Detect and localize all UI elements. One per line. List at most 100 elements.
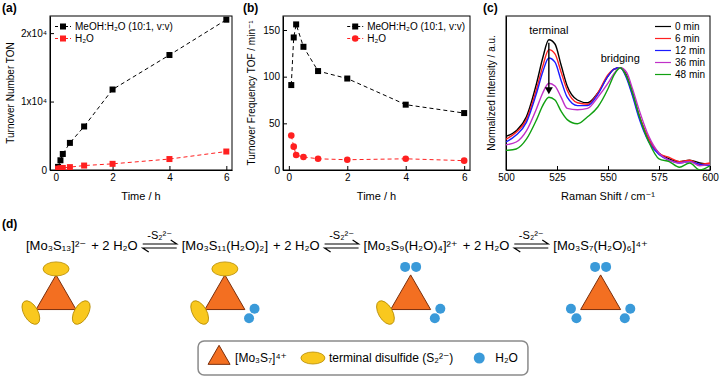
- tick-label: 600: [702, 172, 719, 183]
- x-axis-title: Time / h: [357, 190, 396, 202]
- tick-mark: [289, 166, 290, 170]
- tick-label: 0: [53, 172, 59, 183]
- tick: 0: [274, 165, 287, 176]
- tick-mark: [50, 102, 54, 103]
- legend-water-icon: [474, 353, 485, 364]
- cluster-icon: [566, 262, 635, 323]
- tick-mark: [710, 166, 711, 170]
- tick-label: 4: [403, 172, 409, 183]
- axis-line: [284, 170, 471, 171]
- data-point: [461, 110, 467, 116]
- tick: 4: [167, 166, 173, 183]
- species: [Mo₃S₇(H₂O)₆]⁴⁺: [553, 238, 648, 253]
- terminal-disulfide: [69, 298, 94, 328]
- cluster-icon: [18, 262, 94, 327]
- panel-label: (c): [483, 1, 498, 15]
- data-point: [290, 143, 297, 150]
- y-axis-title: Turnover Frequency TOF / min⁻¹: [246, 20, 257, 166]
- equilibrium-arrow: -S₂²⁻: [514, 229, 548, 252]
- legend-item: 0 min: [655, 21, 699, 32]
- data-point: [60, 165, 66, 170]
- legend-swatch: [655, 62, 671, 63]
- cluster-icon: [373, 262, 445, 327]
- series-line: [506, 58, 710, 166]
- panel-label: (d): [2, 217, 17, 231]
- figure: 024601x10⁴2x10⁴(a)Time / hTurnover Numbe…: [0, 0, 727, 383]
- y-axis-title: Normalized Intensity / a.u.: [486, 35, 497, 151]
- plot-frame: [506, 16, 710, 170]
- reagent: + 2 H₂O: [91, 238, 138, 253]
- data-point: [461, 157, 468, 164]
- tick-mark: [347, 166, 348, 170]
- arrow-label: -S₂²⁻: [329, 229, 354, 241]
- tick-label: 4: [167, 172, 173, 183]
- x-axis-title: Raman Shift / cm⁻¹: [561, 190, 655, 202]
- annotation-arrowhead: [545, 87, 553, 94]
- tick-label: 6: [462, 172, 468, 183]
- tick: 150: [263, 25, 287, 36]
- tick: 1x10⁴: [21, 96, 54, 107]
- x-axis-title: Time / h: [121, 190, 160, 202]
- legend-label: 12 min: [675, 45, 705, 56]
- annotation-arrow: [548, 43, 549, 89]
- legend-label: 36 min: [675, 57, 705, 68]
- tick-label: 1x10⁴: [21, 96, 47, 107]
- chart-panel: 0246050100150(b)Time / hTurnover Frequen…: [243, 1, 471, 202]
- axis: 0 2 4 6: [51, 166, 233, 183]
- data-point: [110, 161, 116, 167]
- tick-label: 500: [498, 172, 515, 183]
- data-point: [344, 156, 351, 163]
- equilibrium-arrow: -S₂²⁻: [143, 229, 177, 252]
- data-point: [293, 21, 299, 27]
- axis-line: [50, 17, 51, 171]
- tick: 2: [110, 166, 116, 183]
- water-ligand: [590, 262, 600, 272]
- data-point: [291, 34, 297, 40]
- cluster-core: [208, 345, 230, 364]
- data-point: [223, 17, 229, 23]
- legend-marker: [352, 24, 358, 30]
- tick-mark: [283, 30, 287, 31]
- series-line: [506, 68, 710, 170]
- data-point: [402, 156, 409, 163]
- scheme-legend: [Mo₃S₇]⁴⁺terminal disulfide (S₂²⁻)H₂O: [198, 341, 528, 375]
- data-point: [166, 156, 172, 162]
- legend-disulfide-icon: [301, 352, 325, 364]
- data-point: [67, 140, 73, 146]
- water-ligand: [430, 313, 440, 323]
- legend-label: 6 min: [675, 33, 699, 44]
- chart-panel: 024601x10⁴2x10⁴(a)Time / hTurnover Numbe…: [2, 1, 233, 202]
- axis: 500525550575600: [498, 166, 719, 183]
- data-point: [344, 76, 350, 82]
- axis: 01x10⁴2x10⁴: [21, 17, 54, 176]
- terminal-disulfide: [187, 298, 212, 328]
- cluster-core: [205, 275, 245, 310]
- tick-mark: [50, 170, 54, 171]
- tick-label: 0: [274, 165, 280, 176]
- tick-mark: [557, 166, 558, 170]
- legend-label: H₂O: [495, 351, 518, 365]
- plot-data: [55, 17, 229, 170]
- data-point: [166, 52, 172, 58]
- legend-label: terminal disulfide (S₂²⁻): [329, 351, 453, 365]
- legend-swatch: [655, 50, 671, 51]
- series-line: [506, 40, 710, 165]
- data-point: [293, 152, 300, 159]
- tick-mark: [283, 123, 287, 124]
- water-ligand: [411, 262, 421, 272]
- reagent: + 2 H₂O: [463, 238, 510, 253]
- cluster-icon: [187, 262, 259, 327]
- tick-mark: [169, 166, 170, 170]
- terminal-disulfide: [212, 262, 238, 276]
- annotation: bridging: [601, 52, 640, 64]
- cluster-core: [36, 275, 76, 310]
- legend-label: MeOH:H₂O (10:1, v:v): [75, 21, 173, 32]
- axis: 050100150: [263, 17, 287, 176]
- annotation: terminal: [529, 24, 568, 36]
- data-point: [403, 102, 409, 108]
- axis-line: [507, 170, 711, 171]
- axis-line: [51, 170, 233, 171]
- series-line: [291, 24, 464, 113]
- legend-label: H₂O: [75, 33, 94, 44]
- tick: 6: [224, 166, 230, 183]
